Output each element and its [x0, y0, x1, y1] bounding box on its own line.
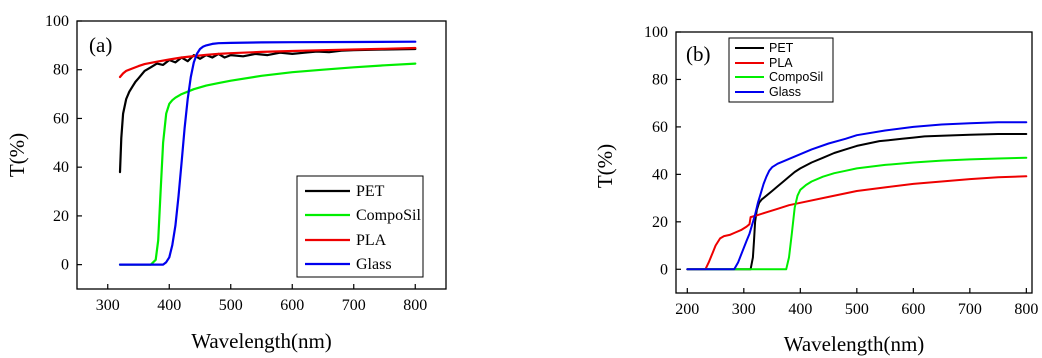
series-line-pla-a: [118, 46, 417, 79]
x-tick-label-a: 500: [219, 297, 243, 314]
legend-label-pla-b: PLA: [769, 56, 793, 70]
y-tick-label-a: 80: [53, 62, 69, 79]
plot-frame-b: [675, 31, 1033, 294]
legend-label-glass-b: Glass: [769, 85, 801, 99]
legend-frame-a: [296, 175, 424, 278]
y-axis-label-b: T(%): [593, 144, 617, 188]
y-tick-label-b: 40: [652, 166, 668, 183]
legend-b: PET PLA CompoSil Glass: [728, 37, 834, 103]
x-tick-label-a: 800: [403, 297, 427, 314]
y-tick-label-b: 60: [652, 119, 668, 136]
series-line-composil-a: [118, 62, 417, 266]
x-tick-label-b: 800: [1014, 301, 1038, 318]
series-group-a: [118, 40, 417, 266]
x-tick-label-a: 300: [96, 297, 120, 314]
series-line-glass-a: [118, 40, 417, 266]
x-tick-label-a: 400: [157, 297, 181, 314]
series-group-b: [686, 121, 1028, 271]
legend-label-pla-a: PLA: [356, 232, 387, 249]
x-tick-label-b: 600: [901, 301, 925, 318]
series-line-glass-b: [686, 121, 1028, 271]
legend-label-pet-a: PET: [356, 183, 385, 200]
legend-label-pet-b: PET: [769, 41, 794, 55]
y-tick-label-a: 20: [53, 208, 69, 225]
x-axis-label-a: Wavelength(nm): [191, 329, 332, 353]
x-tick-label-b: 500: [845, 301, 869, 318]
series-line-composil-b: [686, 156, 1028, 271]
y-tick-label-b: 20: [652, 214, 668, 231]
chart-panel-b: (b) Wavelength(nm) T(%) 200 300 400 500 600 7…: [593, 24, 1038, 356]
x-tick-label-b: 700: [958, 301, 982, 318]
ticks-b: 200 300 400 500 600 700 800 0 20 40 60 80 100: [644, 24, 1038, 318]
plot-frame-a: [76, 20, 447, 290]
y-tick-label-b: 100: [644, 24, 668, 41]
legend-label-composil-a: CompoSil: [356, 207, 421, 224]
x-tick-label-a: 700: [342, 297, 366, 314]
x-tick-label-b: 400: [788, 301, 812, 318]
chart-panel-a: (a) Wavelength(nm) T(%) 300 400 500 600 700 8…: [5, 13, 447, 353]
panel-label-a: (a): [89, 33, 112, 57]
y-tick-label-a: 40: [53, 159, 69, 176]
series-line-pet-a: [118, 47, 417, 174]
y-tick-label-a: 100: [45, 13, 69, 30]
ticks-a: 300 400 500 600 700 800 0 20 40 60 80 100: [45, 13, 427, 314]
panel-label-b: (b): [686, 42, 711, 66]
y-tick-label-b: 80: [652, 71, 668, 88]
x-axis-label-b: Wavelength(nm): [784, 332, 925, 356]
y-tick-label-a: 60: [53, 110, 69, 127]
legend-label-composil-b: CompoSil: [769, 70, 823, 84]
y-tick-label-b: 0: [660, 261, 668, 278]
legend-a: PET CompoSil PLA Glass: [296, 175, 424, 278]
x-tick-label-a: 600: [280, 297, 304, 314]
x-tick-label-b: 200: [675, 301, 699, 318]
x-tick-label-b: 300: [732, 301, 756, 318]
y-axis-label-a: T(%): [5, 133, 29, 177]
y-tick-label-a: 0: [61, 257, 69, 274]
legend-label-glass-a: Glass: [356, 256, 392, 273]
series-line-pla-b: [686, 175, 1028, 271]
series-line-pet-b: [686, 133, 1028, 271]
